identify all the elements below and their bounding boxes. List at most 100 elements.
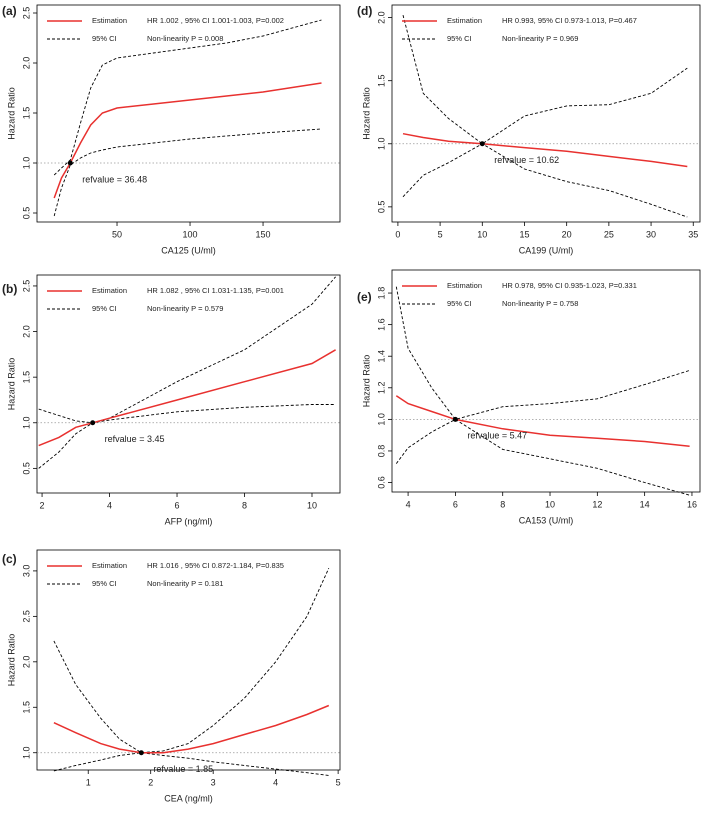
ci-line <box>402 14 688 145</box>
ci-line <box>395 286 690 420</box>
hr-annotation: HR 0.993, 95% CI 0.973-1.013, P=0.467 <box>502 16 637 25</box>
x-tick-label: 8 <box>242 500 247 510</box>
y-tick-label: 3.0 <box>21 565 31 578</box>
x-tick-label: 15 <box>519 229 529 239</box>
nonlinearity-annotation: Non-linearity P = 0.758 <box>502 299 578 308</box>
x-tick-label: 4 <box>107 500 112 510</box>
plot-frame <box>391 4 701 223</box>
x-tick-label: 2 <box>40 500 45 510</box>
y-tick-label: 2.5 <box>21 280 31 293</box>
x-tick-label: 14 <box>640 499 650 509</box>
legend-label: Estimation <box>447 281 482 290</box>
y-tick-label: 1.5 <box>21 371 31 384</box>
x-tick-label: 0 <box>395 229 400 239</box>
y-tick-label: 1.5 <box>21 107 31 120</box>
y-tick-label: 0.5 <box>376 201 386 214</box>
x-tick-label: 3 <box>211 777 216 787</box>
y-axis-title: Hazard Ratio <box>361 355 371 408</box>
y-tick-label: 2.5 <box>21 7 31 20</box>
legend-label: Estimation <box>92 286 127 295</box>
y-tick-label: 1.0 <box>21 746 31 759</box>
x-tick-label: 12 <box>592 499 602 509</box>
x-tick-label: 30 <box>646 229 656 239</box>
y-tick-label: 0.6 <box>376 476 386 489</box>
x-tick-label: 5 <box>438 229 443 239</box>
x-tick-label: 10 <box>477 229 487 239</box>
plot-frame <box>36 274 341 494</box>
x-axis-title: AFP (ng/ml) <box>165 516 213 526</box>
legend-label: 95% CI <box>447 34 472 43</box>
legend-label: 95% CI <box>447 299 472 308</box>
y-tick-label: 0.5 <box>21 207 31 220</box>
x-tick-label: 25 <box>604 229 614 239</box>
x-tick-label: 4 <box>273 777 278 787</box>
y-axis-title: Hazard Ratio <box>6 87 16 140</box>
y-tick-label: 0.5 <box>21 462 31 475</box>
hr-annotation: HR 1.082 , 95% CI 1.031-1.135, P=0.001 <box>147 286 284 295</box>
plot-frame <box>36 4 341 223</box>
ci-line <box>53 568 330 754</box>
hr-annotation: HR 1.002 , 95% CI 1.001-1.003, P=0.002 <box>147 16 284 25</box>
x-tick-label: 8 <box>500 499 505 509</box>
y-tick-label: 1.5 <box>376 74 386 87</box>
x-tick-label: 150 <box>256 229 271 239</box>
y-tick-label: 2.0 <box>21 57 31 70</box>
panel-label: (d) <box>357 4 372 18</box>
ref-point <box>67 160 73 166</box>
x-axis-title: CEA (ng/ml) <box>164 793 213 803</box>
x-tick-label: 6 <box>453 499 458 509</box>
nonlinearity-annotation: Non-linearity P = 0.008 <box>147 34 223 43</box>
ref-point <box>479 141 485 147</box>
ci-line <box>38 404 336 469</box>
y-tick-label: 1.0 <box>376 138 386 151</box>
x-tick-label: 2 <box>148 777 153 787</box>
y-tick-label: 2.5 <box>21 610 31 623</box>
refvalue-label: refvalue = 5.47 <box>467 431 527 441</box>
x-tick-label: 4 <box>406 499 411 509</box>
ci-line <box>38 276 336 424</box>
estimate-line <box>53 82 322 199</box>
legend-label: 95% CI <box>92 304 117 313</box>
x-axis-title: CA153 (U/ml) <box>519 515 574 525</box>
y-tick-label: 1.2 <box>376 382 386 395</box>
legend-label: Estimation <box>447 16 482 25</box>
legend-label: Estimation <box>92 16 127 25</box>
x-tick-label: 16 <box>687 499 697 509</box>
x-tick-label: 5 <box>336 777 341 787</box>
hr-annotation: HR 0.978, 95% CI 0.935-1.023, P=0.331 <box>502 281 637 290</box>
nonlinearity-annotation: Non-linearity P = 0.579 <box>147 304 223 313</box>
estimate-line <box>395 395 690 447</box>
y-tick-label: 1.0 <box>376 413 386 426</box>
y-axis-title: Hazard Ratio <box>361 87 371 140</box>
x-tick-label: 20 <box>562 229 572 239</box>
estimate-line <box>53 704 330 754</box>
x-axis-title: CA125 (U/ml) <box>161 245 216 255</box>
ref-point <box>90 420 96 426</box>
panel-label: (e) <box>357 290 372 304</box>
y-tick-label: 1.5 <box>21 701 31 714</box>
ci-line <box>402 143 688 218</box>
nonlinearity-annotation: Non-linearity P = 0.969 <box>502 34 578 43</box>
refvalue-label: refvalue = 36.48 <box>82 174 147 184</box>
estimate-line <box>38 349 336 447</box>
panel-label: (b) <box>2 282 17 296</box>
x-axis-title: CA199 (U/ml) <box>519 245 574 255</box>
y-tick-label: 1.4 <box>376 350 386 363</box>
y-tick-label: 1.0 <box>21 157 31 170</box>
plot-frame <box>391 269 701 493</box>
ref-point <box>452 416 458 422</box>
x-tick-label: 50 <box>112 229 122 239</box>
refvalue-label: refvalue = 10.62 <box>494 155 559 165</box>
x-tick-label: 10 <box>307 500 317 510</box>
x-tick-label: 35 <box>688 229 698 239</box>
x-tick-label: 1 <box>86 777 91 787</box>
panel-label: (a) <box>2 4 17 18</box>
y-tick-label: 0.8 <box>376 445 386 458</box>
plot-frame <box>36 549 341 771</box>
legend-label: Estimation <box>92 561 127 570</box>
y-tick-label: 2.0 <box>21 656 31 669</box>
x-tick-label: 100 <box>183 229 198 239</box>
y-tick-label: 1.0 <box>21 417 31 430</box>
ci-line <box>395 418 690 496</box>
